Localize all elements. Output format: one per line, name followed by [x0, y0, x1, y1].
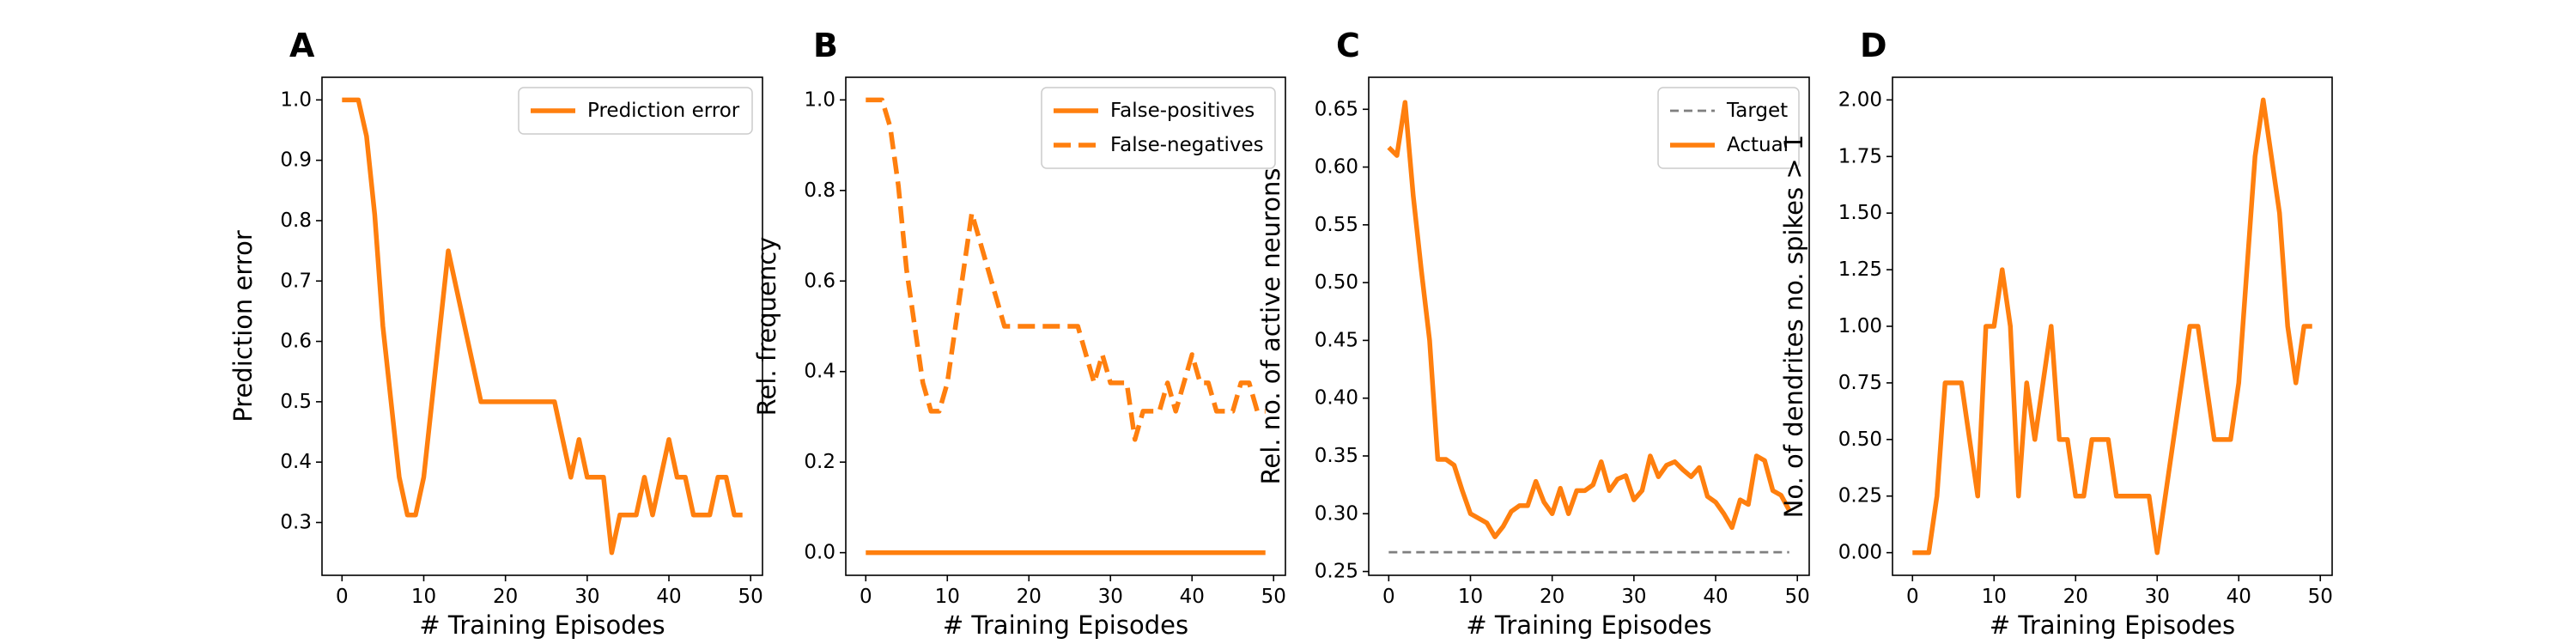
legend-label: Prediction error	[587, 100, 740, 122]
y-tick-label: 0.8	[280, 210, 312, 232]
x-tick-label: 40	[1703, 586, 1728, 608]
y-tick-label: 0.4	[804, 361, 835, 383]
y-tick-label: 0.55	[1315, 214, 1358, 236]
y-tick-label: 1.25	[1838, 258, 1882, 281]
y-tick-label: 0.50	[1838, 428, 1882, 451]
x-tick-label: 30	[2145, 586, 2170, 608]
x-tick-label: 50	[738, 586, 763, 608]
axes-frame	[1368, 76, 1810, 576]
x-tick-label: 30	[1621, 586, 1646, 608]
panel-letter: D	[1860, 27, 1887, 64]
x-tick-label: 10	[411, 586, 436, 608]
legend-label: Target	[1726, 100, 1788, 122]
x-tick-label: 30	[574, 586, 599, 608]
x-tick-label: 50	[1785, 586, 1810, 608]
x-tick-label: 10	[935, 586, 960, 608]
y-tick-label: 0.25	[1838, 485, 1882, 507]
x-tick-label: 20	[2063, 586, 2088, 608]
y-tick-label: 0.0	[804, 542, 835, 564]
x-tick-label: 0	[336, 586, 349, 608]
series-line-false-negatives	[866, 97, 1266, 442]
legend-box	[518, 87, 753, 135]
x-tick-label: 10	[1982, 586, 2007, 608]
x-tick-label: 0	[1906, 586, 1919, 608]
y-tick-label: 0.4	[280, 451, 312, 473]
y-tick-label: 0.40	[1315, 387, 1358, 410]
panel-D: D 0 10 20 30 40 50 0.00 0.25 0.50 0.75 1.00 1.25 1.50…	[1779, 27, 2333, 640]
x-tick-label: 50	[2308, 586, 2333, 608]
y-axis-label: Prediction error	[228, 230, 258, 422]
y-tick-label: 0.25	[1315, 561, 1358, 583]
y-tick-label: 0.6	[804, 270, 835, 292]
x-tick-label: 20	[1540, 586, 1564, 608]
x-axis-label: # Training Episodes	[1466, 611, 1711, 640]
x-tick-label: 0	[860, 586, 872, 608]
y-axis-label: Rel. no. of active neurons	[1256, 168, 1285, 485]
y-tick-label: 0.50	[1315, 271, 1358, 294]
legend-label: Actual	[1727, 134, 1789, 156]
legend-box	[1657, 87, 1800, 169]
legend: False-positives False-negatives	[1041, 87, 1276, 169]
y-axis-label: Rel. frequency	[752, 237, 781, 416]
panel-letter: B	[813, 27, 838, 64]
y-tick-label: 0.2	[804, 451, 835, 473]
y-tick-label: 0.9	[280, 149, 312, 172]
x-tick-label: 20	[1017, 586, 1042, 608]
y-tick-label: 2.00	[1838, 88, 1882, 111]
y-tick-label: 0.30	[1315, 502, 1358, 525]
legend: Target Actual	[1657, 87, 1800, 169]
x-tick-label: 0	[1382, 586, 1395, 608]
y-tick-label: 0.45	[1315, 329, 1358, 351]
y-tick-label: 0.5	[280, 391, 312, 413]
series-line-dendrites	[1912, 97, 2312, 556]
panel-B: B 0 10 20 30 40 50 0.0 0.2 0.4 0.6 0.8 1.0 # Training…	[752, 27, 1286, 640]
y-tick-label: 1.0	[804, 88, 835, 111]
panel-letter: A	[289, 27, 315, 64]
axes-frame	[845, 76, 1286, 576]
x-tick-label: 10	[1458, 586, 1483, 608]
series-line-actual	[1387, 100, 1792, 539]
y-tick-label: 0.7	[280, 270, 312, 292]
y-tick-label: 1.00	[1838, 315, 1882, 337]
y-tick-label: 0.6	[280, 331, 312, 353]
panel-C: C 0 10 20 30 40 50 0.25 0.30 0.35 0.40 0.45 0.50 0.55…	[1256, 27, 1810, 640]
series-line-prediction-error	[342, 97, 743, 556]
y-axis-label: No. of dendrites no. spikes > 1	[1779, 135, 1808, 519]
x-tick-label: 40	[2227, 586, 2251, 608]
x-axis-label: # Training Episodes	[1990, 611, 2235, 640]
y-tick-label: 0.60	[1315, 156, 1358, 179]
x-tick-label: 50	[1261, 586, 1286, 608]
panel-A: A 0 10 20 30 40 50 0.3 0.4 0.5 0.6 0.7 0.8 0.9 1.0 # Tr…	[228, 27, 763, 640]
y-tick-label: 1.0	[280, 88, 312, 111]
x-tick-label: 40	[656, 586, 681, 608]
legend-label: False-negatives	[1110, 134, 1264, 156]
legend: Prediction error	[518, 87, 753, 135]
y-tick-label: 0.3	[280, 511, 312, 533]
y-tick-label: 0.00	[1838, 542, 1882, 564]
x-axis-label: # Training Episodes	[943, 611, 1188, 640]
y-tick-label: 0.35	[1315, 445, 1358, 467]
y-tick-label: 0.65	[1315, 98, 1358, 120]
x-tick-label: 40	[1180, 586, 1205, 608]
legend-label: False-positives	[1110, 100, 1255, 122]
y-tick-label: 0.75	[1838, 372, 1882, 394]
legend-box	[1041, 87, 1276, 169]
x-tick-label: 20	[493, 586, 518, 608]
panel-letter: C	[1336, 27, 1360, 64]
y-tick-label: 0.8	[804, 179, 835, 202]
y-tick-label: 1.50	[1838, 202, 1882, 224]
axes-frame	[321, 76, 763, 576]
axes-frame	[1892, 76, 2333, 576]
y-tick-label: 1.75	[1838, 145, 1882, 167]
x-axis-label: # Training Episodes	[419, 611, 665, 640]
x-tick-label: 30	[1098, 586, 1123, 608]
